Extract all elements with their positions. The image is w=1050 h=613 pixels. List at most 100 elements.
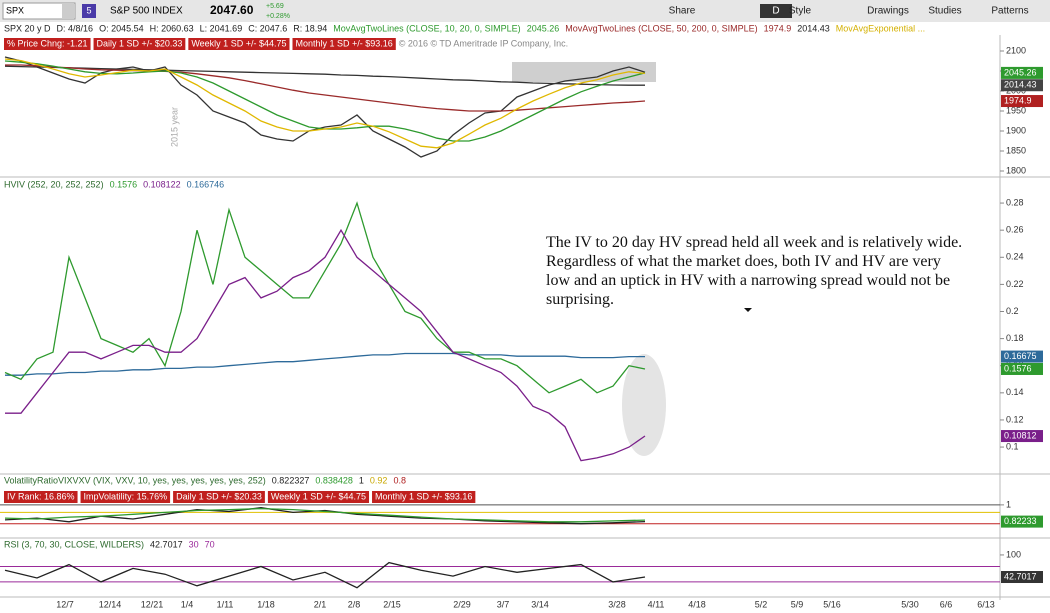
toolbar-button[interactable]: Share [669, 6, 696, 17]
series-line [4, 201, 646, 394]
price-marker-label: 0.82233 [1004, 516, 1037, 526]
header-item: MovAvgTwoLines (CLOSE, 10, 20, 0, SIMPLE… [333, 23, 520, 33]
price-marker-label: 0.16675 [1004, 351, 1037, 361]
toolbar-button[interactable]: Style [789, 6, 812, 17]
series-line [4, 58, 646, 149]
x-tick-label: 1/18 [257, 599, 275, 609]
header-item: 1974.9 [764, 23, 792, 33]
x-tick-label: 5/9 [791, 599, 804, 609]
toolbar-button[interactable]: Patterns [991, 6, 1028, 17]
study-label: VolatilityRatioVIXVXV (VIX, VXV, 10, yes… [4, 475, 266, 485]
x-tick-label: 1/4 [181, 599, 194, 609]
price-marker [1001, 79, 1043, 92]
x-tick-label: 12/14 [99, 599, 122, 609]
study-readout: 70 [205, 539, 215, 549]
series-line [4, 561, 646, 589]
price-marker-label: 2045.26 [1004, 67, 1037, 77]
y-tick-label: 0.1 [1006, 441, 1019, 451]
study-readout: 0.108122 [143, 179, 181, 189]
y-tick-label: 2100 [1006, 45, 1026, 55]
link-badge[interactable] [82, 4, 96, 18]
x-tick-label: 4/11 [648, 599, 665, 609]
study-readout: 1 [359, 475, 364, 485]
change-pct: +0.28% [266, 13, 290, 20]
y-tick-label: 0.24 [1006, 252, 1024, 262]
y-tick-label: 0.22 [1006, 279, 1024, 289]
price-marker [1001, 66, 1043, 79]
x-tick-label: 3/14 [531, 599, 549, 609]
instrument-name: S&P 500 INDEX [110, 6, 183, 17]
label-box [4, 38, 91, 50]
x-tick-label: 3/28 [608, 599, 626, 609]
y-tick-label: 1900 [1006, 125, 1026, 135]
label-box-text: Monthly 1 SD +/- $93.16 [295, 38, 392, 48]
label-box [372, 491, 476, 503]
period-box[interactable] [760, 4, 792, 18]
x-tick-label: 2/15 [383, 599, 401, 609]
label-box [173, 491, 265, 503]
x-tick-label: 12/7 [56, 599, 74, 609]
label-box-text: % Price Chng: -1.21 [7, 38, 88, 48]
series-line [4, 507, 646, 523]
panel-borders [0, 35, 1050, 600]
x-tick-label: 2/8 [348, 599, 361, 609]
header-item: O: 2045.54 [99, 23, 144, 33]
header-item: H: 2060.63 [150, 23, 194, 33]
y-tick-label: 1950 [1006, 105, 1026, 115]
study-readout: 42.7017 [150, 539, 183, 549]
y-tick-label: 0.14 [1006, 387, 1024, 397]
y-tick-label: 1 [1006, 499, 1011, 509]
y-tick-label: 1850 [1006, 145, 1026, 155]
symbol-dropdown[interactable] [62, 4, 74, 18]
price-marker [1001, 95, 1043, 108]
label-box-text: Weekly 1 SD +/- $44.75 [271, 491, 366, 501]
price-marker [1001, 515, 1043, 528]
y-tick-label: 0.28 [1006, 197, 1024, 207]
x-tick-label: 5/2 [755, 599, 768, 609]
highlight-box [512, 62, 656, 82]
price-marker [1001, 350, 1043, 363]
annotation: The IV to 20 day HV spread held all week… [546, 234, 963, 308]
x-tick-label: 5/16 [823, 599, 841, 609]
y-tick-label: 0.26 [1006, 225, 1024, 235]
x-tick-label: 6/13 [977, 599, 995, 609]
series-line [4, 65, 645, 86]
x-tick-label: 4/18 [688, 599, 706, 609]
caret [744, 308, 752, 312]
symbol: SPX [6, 5, 24, 15]
price-marker-label: 1974.9 [1004, 95, 1032, 105]
header-item: C: 2047.6 [248, 23, 287, 33]
toolbar-button[interactable]: D [772, 6, 779, 17]
study-readout: 30 [189, 539, 199, 549]
label-box [4, 491, 78, 503]
y-tick-label: 100 [1006, 549, 1021, 559]
series-line [4, 507, 646, 525]
study-label: RSI (3, 70, 30, CLOSE, WILDERS) [4, 539, 144, 549]
price-marker-label: 42.7017 [1004, 571, 1037, 581]
label-box [188, 38, 290, 50]
x-tick-label: 5/30 [901, 599, 919, 609]
label-box-text: ImpVolatility: 15.76% [84, 491, 168, 501]
toolbar-button[interactable]: Studies [928, 6, 961, 17]
study-label: HVIV (252, 20, 252, 252) [4, 179, 104, 189]
symbol-input[interactable] [2, 2, 76, 20]
x-tick-label: 2/29 [453, 599, 471, 609]
header-item: 2014.43 [797, 23, 830, 33]
price-marker [1001, 430, 1043, 443]
label-box [93, 38, 186, 50]
study-readout: 0.838428 [315, 475, 353, 485]
y-tick-label: 0.12 [1006, 414, 1024, 424]
price-marker [1001, 362, 1043, 375]
study-readout: 0.1576 [110, 179, 138, 189]
copyright: © 2016 © TD Ameritrade IP Company, Inc. [399, 38, 568, 48]
price-marker-label: 0.1576 [1004, 363, 1032, 373]
toolbar-button[interactable]: Drawings [867, 6, 909, 17]
header-item: MovAvgExponential ... [836, 23, 925, 33]
header-item: SPX 20 y D [4, 23, 51, 33]
last-price: 2047.60 [210, 3, 254, 17]
price-marker-label: 0.10812 [1004, 430, 1037, 440]
x-tick-label: 6/6 [940, 599, 953, 609]
y-tick-label: 0.18 [1006, 333, 1024, 343]
